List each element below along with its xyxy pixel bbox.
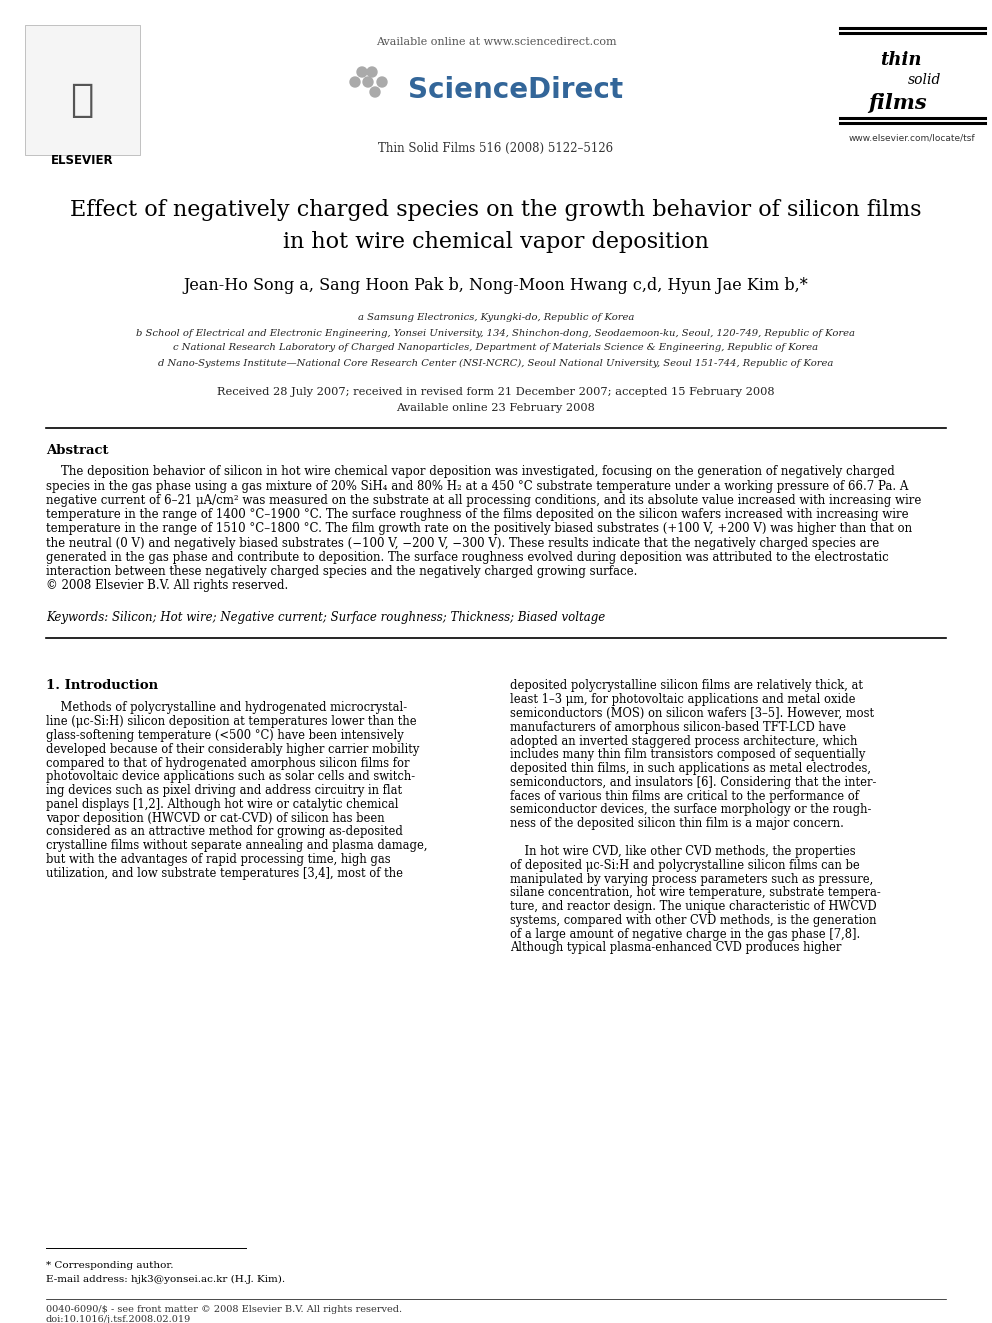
Text: in hot wire chemical vapor deposition: in hot wire chemical vapor deposition xyxy=(283,232,709,253)
Circle shape xyxy=(370,87,380,97)
Text: Keywords: Silicon; Hot wire; Negative current; Surface roughness; Thickness; Bia: Keywords: Silicon; Hot wire; Negative cu… xyxy=(46,611,605,624)
Text: manipulated by varying process parameters such as pressure,: manipulated by varying process parameter… xyxy=(510,872,873,885)
Text: Jean-Ho Song a, Sang Hoon Pak b, Nong-Moon Hwang c,d, Hyun Jae Kim b,*: Jean-Ho Song a, Sang Hoon Pak b, Nong-Mo… xyxy=(184,277,808,294)
Text: deposited polycrystalline silicon films are relatively thick, at: deposited polycrystalline silicon films … xyxy=(510,679,863,692)
Text: www.elsevier.com/locate/tsf: www.elsevier.com/locate/tsf xyxy=(849,134,975,143)
Text: 1. Introduction: 1. Introduction xyxy=(46,679,158,692)
Text: photovoltaic device applications such as solar cells and switch-: photovoltaic device applications such as… xyxy=(46,770,415,783)
Text: semiconductors (MOS) on silicon wafers [3–5]. However, most: semiconductors (MOS) on silicon wafers [… xyxy=(510,706,874,720)
Text: In hot wire CVD, like other CVD methods, the properties: In hot wire CVD, like other CVD methods,… xyxy=(510,845,856,857)
Text: ScienceDirect: ScienceDirect xyxy=(409,75,624,105)
Text: panel displays [1,2]. Although hot wire or catalytic chemical: panel displays [1,2]. Although hot wire … xyxy=(46,798,399,811)
Text: ing devices such as pixel driving and address circuitry in flat: ing devices such as pixel driving and ad… xyxy=(46,785,402,796)
Text: 🌲: 🌲 xyxy=(70,81,93,119)
Text: b School of Electrical and Electronic Engineering, Yonsei University, 134, Shinc: b School of Electrical and Electronic En… xyxy=(137,328,855,337)
Text: faces of various thin films are critical to the performance of: faces of various thin films are critical… xyxy=(510,790,859,803)
Text: negative current of 6–21 μA/cm² was measured on the substrate at all processing : negative current of 6–21 μA/cm² was meas… xyxy=(46,493,922,507)
Text: utilization, and low substrate temperatures [3,4], most of the: utilization, and low substrate temperatu… xyxy=(46,867,403,880)
Text: vapor deposition (HWCVD or cat-CVD) of silicon has been: vapor deposition (HWCVD or cat-CVD) of s… xyxy=(46,812,385,824)
Text: species in the gas phase using a gas mixture of 20% SiH₄ and 80% H₂ at a 450 °C : species in the gas phase using a gas mix… xyxy=(46,480,909,492)
Text: Received 28 July 2007; received in revised form 21 December 2007; accepted 15 Fe: Received 28 July 2007; received in revis… xyxy=(217,388,775,397)
Text: semiconductor devices, the surface morphology or the rough-: semiconductor devices, the surface morph… xyxy=(510,803,871,816)
Text: developed because of their considerably higher carrier mobility: developed because of their considerably … xyxy=(46,742,420,755)
Text: ness of the deposited silicon thin film is a major concern.: ness of the deposited silicon thin film … xyxy=(510,818,844,831)
Text: line (μc-Si:H) silicon deposition at temperatures lower than the: line (μc-Si:H) silicon deposition at tem… xyxy=(46,716,417,728)
Text: Thin Solid Films 516 (2008) 5122–5126: Thin Solid Films 516 (2008) 5122–5126 xyxy=(378,142,614,155)
Text: crystalline films without separate annealing and plasma damage,: crystalline films without separate annea… xyxy=(46,839,428,852)
Circle shape xyxy=(377,77,387,87)
Text: generated in the gas phase and contribute to deposition. The surface roughness e: generated in the gas phase and contribut… xyxy=(46,550,889,564)
Text: solid: solid xyxy=(908,73,941,87)
Text: a Samsung Electronics, Kyungki-do, Republic of Korea: a Samsung Electronics, Kyungki-do, Repub… xyxy=(358,314,634,323)
Text: ture, and reactor design. The unique characteristic of HWCVD: ture, and reactor design. The unique cha… xyxy=(510,900,877,913)
Circle shape xyxy=(363,77,373,87)
Text: the neutral (0 V) and negatively biased substrates (−100 V, −200 V, −300 V). The: the neutral (0 V) and negatively biased … xyxy=(46,537,879,549)
Text: glass-softening temperature (<500 °C) have been intensively: glass-softening temperature (<500 °C) ha… xyxy=(46,729,404,742)
Text: of a large amount of negative charge in the gas phase [7,8].: of a large amount of negative charge in … xyxy=(510,927,860,941)
Text: © 2008 Elsevier B.V. All rights reserved.: © 2008 Elsevier B.V. All rights reserved… xyxy=(46,579,289,593)
Text: interaction between these negatively charged species and the negatively charged : interaction between these negatively cha… xyxy=(46,565,638,578)
Text: adopted an inverted staggered process architecture, which: adopted an inverted staggered process ar… xyxy=(510,734,857,747)
Text: c National Research Laboratory of Charged Nanoparticles, Department of Materials: c National Research Laboratory of Charge… xyxy=(174,344,818,352)
Text: includes many thin film transistors composed of sequentially: includes many thin film transistors comp… xyxy=(510,749,865,761)
Text: temperature in the range of 1400 °C–1900 °C. The surface roughness of the films : temperature in the range of 1400 °C–1900… xyxy=(46,508,909,521)
Text: compared to that of hydrogenated amorphous silicon films for: compared to that of hydrogenated amorpho… xyxy=(46,757,410,770)
Text: least 1–3 μm, for photovoltaic applications and metal oxide: least 1–3 μm, for photovoltaic applicati… xyxy=(510,693,855,706)
Text: deposited thin films, in such applications as metal electrodes,: deposited thin films, in such applicatio… xyxy=(510,762,871,775)
Text: ELSEVIER: ELSEVIER xyxy=(51,153,113,167)
Text: of deposited μc-Si:H and polycrystalline silicon films can be: of deposited μc-Si:H and polycrystalline… xyxy=(510,859,860,872)
Text: silane concentration, hot wire temperature, substrate tempera-: silane concentration, hot wire temperatu… xyxy=(510,886,881,900)
Text: Abstract: Abstract xyxy=(46,443,108,456)
Text: thin: thin xyxy=(880,52,922,69)
Text: films: films xyxy=(868,93,927,112)
Circle shape xyxy=(367,67,377,77)
Text: considered as an attractive method for growing as-deposited: considered as an attractive method for g… xyxy=(46,826,403,839)
Text: Available online 23 February 2008: Available online 23 February 2008 xyxy=(397,404,595,413)
Text: but with the advantages of rapid processing time, high gas: but with the advantages of rapid process… xyxy=(46,853,391,867)
Text: Available online at www.sciencedirect.com: Available online at www.sciencedirect.co… xyxy=(376,37,616,48)
Text: E-mail address: hjk3@yonsei.ac.kr (H.J. Kim).: E-mail address: hjk3@yonsei.ac.kr (H.J. … xyxy=(46,1274,285,1283)
Circle shape xyxy=(357,67,367,77)
Text: manufacturers of amorphous silicon-based TFT-LCD have: manufacturers of amorphous silicon-based… xyxy=(510,721,846,734)
Text: Effect of negatively charged species on the growth behavior of silicon films: Effect of negatively charged species on … xyxy=(70,198,922,221)
Text: semiconductors, and insulators [6]. Considering that the inter-: semiconductors, and insulators [6]. Cons… xyxy=(510,775,876,789)
Text: d Nano-Systems Institute—National Core Research Center (NSI-NCRC), Seoul Nationa: d Nano-Systems Institute—National Core R… xyxy=(159,359,833,368)
Text: systems, compared with other CVD methods, is the generation: systems, compared with other CVD methods… xyxy=(510,914,877,927)
Text: Although typical plasma-enhanced CVD produces higher: Although typical plasma-enhanced CVD pro… xyxy=(510,942,841,954)
Text: doi:10.1016/j.tsf.2008.02.019: doi:10.1016/j.tsf.2008.02.019 xyxy=(46,1315,191,1323)
Text: The deposition behavior of silicon in hot wire chemical vapor deposition was inv: The deposition behavior of silicon in ho… xyxy=(46,466,895,479)
Circle shape xyxy=(350,77,360,87)
Text: * Corresponding author.: * Corresponding author. xyxy=(46,1261,174,1270)
Bar xyxy=(25,25,140,155)
Text: 0040-6090/$ - see front matter © 2008 Elsevier B.V. All rights reserved.: 0040-6090/$ - see front matter © 2008 El… xyxy=(46,1304,402,1314)
Text: Methods of polycrystalline and hydrogenated microcrystal-: Methods of polycrystalline and hydrogena… xyxy=(46,701,407,714)
Text: temperature in the range of 1510 °C–1800 °C. The film growth rate on the positiv: temperature in the range of 1510 °C–1800… xyxy=(46,523,912,536)
